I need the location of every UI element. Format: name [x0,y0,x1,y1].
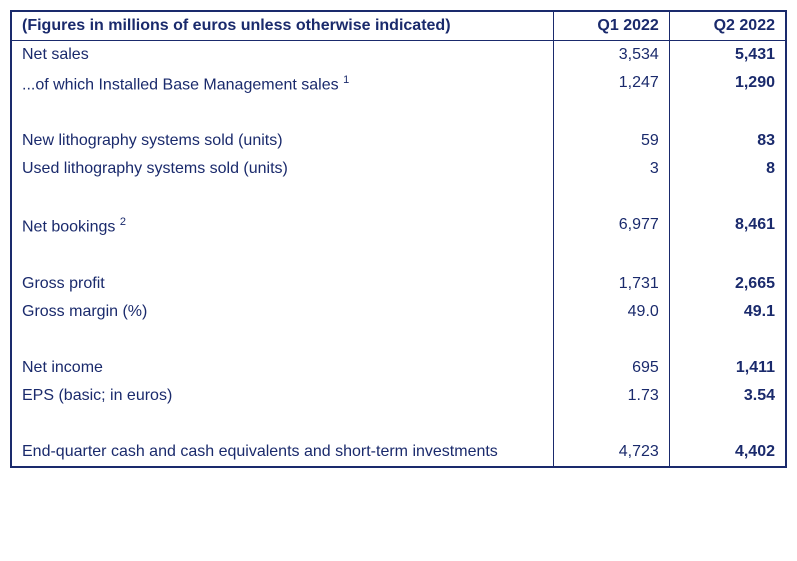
value-q1: 3,534 [554,41,670,70]
value-q1: 4,723 [554,438,670,466]
value-q2: 3.54 [669,382,785,410]
spacer-cell [554,99,670,127]
table-row: Used lithography systems sold (units)38 [12,155,785,183]
spacer-cell [12,183,554,211]
row-label: New lithography systems sold (units) [12,127,554,155]
value-q2: 1,290 [669,69,785,99]
row-label: Net income [12,354,554,382]
table-row: Gross margin (%)49.049.1 [12,298,785,326]
spacer-cell [554,410,670,438]
header-q1: Q1 2022 [554,12,670,41]
row-label: Gross profit [12,270,554,298]
table-row [12,242,785,270]
footnote-ref: 2 [120,216,126,228]
table-row [12,410,785,438]
row-label: ...of which Installed Base Management sa… [12,69,554,99]
spacer-cell [669,326,785,354]
table-row: ...of which Installed Base Management sa… [12,69,785,99]
value-q2: 5,431 [669,41,785,70]
row-label: Net bookings 2 [12,211,554,241]
value-q2: 8 [669,155,785,183]
table-header-row: (Figures in millions of euros unless oth… [12,12,785,41]
table-row: EPS (basic; in euros)1.733.54 [12,382,785,410]
value-q1: 695 [554,354,670,382]
spacer-cell [12,326,554,354]
spacer-cell [554,242,670,270]
table-row: Net income6951,411 [12,354,785,382]
table-row [12,99,785,127]
financial-table: (Figures in millions of euros unless oth… [12,12,785,466]
table-row [12,326,785,354]
table-row: Net sales3,5345,431 [12,41,785,70]
value-q1: 6,977 [554,211,670,241]
value-q2: 83 [669,127,785,155]
spacer-cell [669,410,785,438]
spacer-cell [669,242,785,270]
header-label: (Figures in millions of euros unless oth… [12,12,554,41]
spacer-cell [12,410,554,438]
row-label: Gross margin (%) [12,298,554,326]
table-row: Gross profit1,7312,665 [12,270,785,298]
value-q2: 8,461 [669,211,785,241]
value-q1: 3 [554,155,670,183]
row-label: End-quarter cash and cash equivalents an… [12,438,554,466]
spacer-cell [554,326,670,354]
spacer-cell [12,242,554,270]
value-q1: 1.73 [554,382,670,410]
value-q1: 1,247 [554,69,670,99]
financial-table-container: (Figures in millions of euros unless oth… [10,10,787,468]
row-label: EPS (basic; in euros) [12,382,554,410]
table-row: End-quarter cash and cash equivalents an… [12,438,785,466]
table-row [12,183,785,211]
header-q2: Q2 2022 [669,12,785,41]
table-row: New lithography systems sold (units)5983 [12,127,785,155]
value-q1: 49.0 [554,298,670,326]
table-body: Net sales3,5345,431...of which Installed… [12,41,785,466]
spacer-cell [554,183,670,211]
value-q1: 1,731 [554,270,670,298]
row-label: Used lithography systems sold (units) [12,155,554,183]
footnote-ref: 1 [343,74,349,86]
value-q2: 1,411 [669,354,785,382]
spacer-cell [12,99,554,127]
value-q1: 59 [554,127,670,155]
table-row: Net bookings 26,9778,461 [12,211,785,241]
value-q2: 4,402 [669,438,785,466]
spacer-cell [669,183,785,211]
row-label: Net sales [12,41,554,70]
spacer-cell [669,99,785,127]
value-q2: 2,665 [669,270,785,298]
value-q2: 49.1 [669,298,785,326]
